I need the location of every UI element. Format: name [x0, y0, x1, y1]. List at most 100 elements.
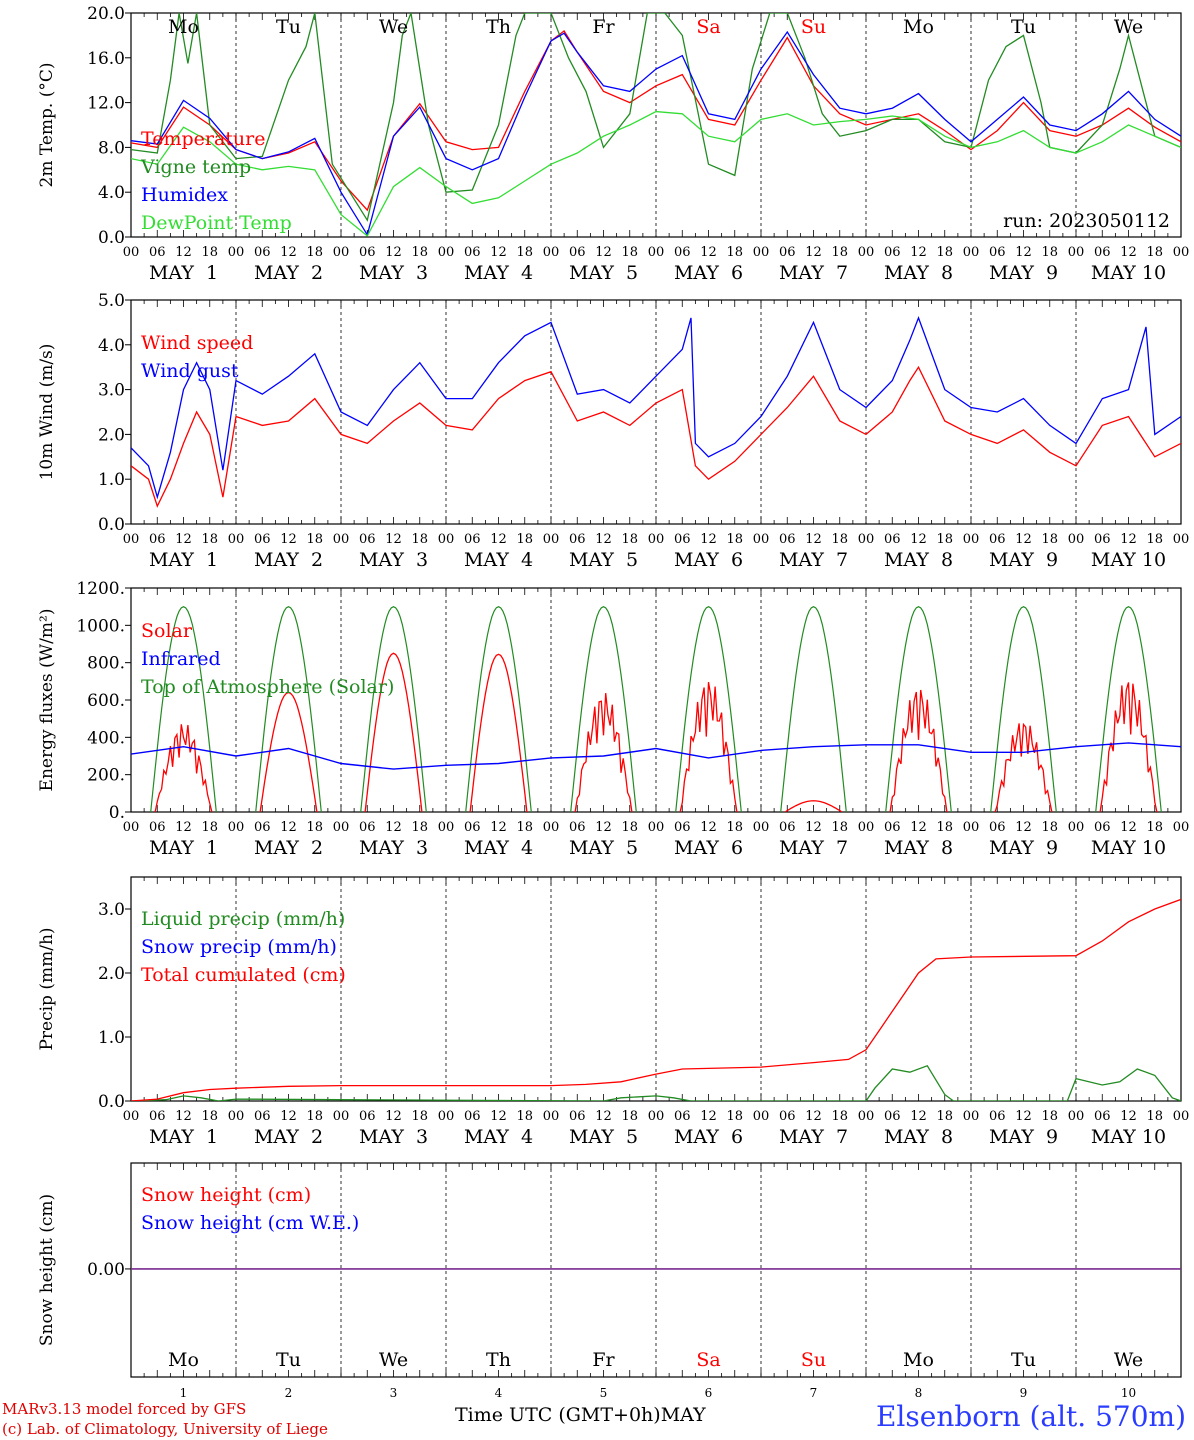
date-label: MAY 6	[674, 262, 743, 284]
toa-solar-line	[885, 606, 952, 812]
y-tick-label: 1.0	[98, 1028, 125, 1048]
solar-line	[259, 691, 318, 812]
hour-tick-label: 18	[516, 245, 533, 260]
date-label: MAY 1	[149, 262, 218, 284]
y-tick-label: 800.	[87, 654, 125, 674]
solar-line	[889, 689, 948, 812]
hour-tick-label: 06	[359, 245, 376, 260]
y-tick-label: 1000.	[76, 616, 125, 636]
y-tick-label: 200.	[87, 766, 125, 786]
toa-solar-line	[1095, 606, 1162, 812]
date-label: MAY 10	[1091, 1126, 1166, 1148]
date-label: MAY 2	[254, 262, 323, 284]
date-label: MAY 5	[569, 837, 638, 859]
solar-line	[1099, 682, 1158, 812]
hour-tick-label: 06	[359, 532, 376, 547]
date-label: MAY 4	[464, 549, 533, 571]
hour-tick-label: 12	[1015, 532, 1032, 547]
weekday-label: Mo	[168, 16, 199, 38]
date-label: MAY 7	[779, 262, 848, 284]
hour-tick-label: 06	[989, 1109, 1006, 1124]
hour-tick-label: 06	[674, 532, 691, 547]
weekday-label: Tu	[1011, 1349, 1036, 1371]
hour-tick-label: 06	[989, 245, 1006, 260]
day-number: 8	[915, 1386, 923, 1400]
day-number: 2	[285, 1386, 293, 1400]
hour-tick-label: 18	[1041, 532, 1058, 547]
hour-tick-label: 12	[910, 245, 927, 260]
date-label: MAY 1	[149, 837, 218, 859]
toa-solar-line	[465, 606, 532, 812]
precip-panel: 0.0 1.0 2.0 3.0 Precip (mm/h) Liquid precip (…	[37, 876, 1189, 1148]
hour-tick-label: 18	[1041, 820, 1058, 835]
day-number: 4	[495, 1386, 503, 1400]
hour-tick-label: 00	[543, 1109, 560, 1124]
hour-tick-label: 12	[385, 1109, 402, 1124]
hour-tick-label: 06	[1094, 1109, 1111, 1124]
y-tick-label: 2.0	[98, 964, 125, 984]
hour-tick-label: 18	[411, 532, 428, 547]
hour-tick-label: 00	[1068, 532, 1085, 547]
hour-tick-label: 12	[490, 1109, 507, 1124]
total-cumulated-cm-line	[131, 898, 1181, 1101]
hour-tick-label: 00	[333, 532, 350, 547]
date-label: MAY 10	[1091, 837, 1166, 859]
hour-tick-label: 06	[149, 1109, 166, 1124]
hour-tick-label: 18	[831, 820, 848, 835]
hour-tick-label: 00	[753, 245, 770, 260]
hour-tick-label: 12	[700, 1109, 717, 1124]
hour-tick-label: 00	[333, 820, 350, 835]
toa-solar-line	[990, 606, 1057, 812]
hour-tick-label: 18	[831, 532, 848, 547]
date-label: MAY 3	[359, 549, 428, 571]
y-axis-label: Energy fluxes (W/m²)	[37, 609, 57, 792]
hour-tick-label: 06	[1094, 820, 1111, 835]
hour-tick-label: 00	[1068, 1109, 1085, 1124]
day-number: 1	[180, 1386, 188, 1400]
date-label: MAY 3	[359, 262, 428, 284]
hour-tick-label: 06	[254, 532, 271, 547]
hour-tick-label: 18	[306, 820, 323, 835]
day-number: 9	[1020, 1386, 1028, 1400]
legend-entry: Total cumulated (cm)	[141, 964, 346, 986]
precip-series	[131, 898, 1181, 1101]
hour-tick-label: 18	[201, 820, 218, 835]
y-axis-label: Precip (mm/h)	[37, 927, 57, 1050]
day-number: 3	[390, 1386, 398, 1400]
hour-tick-label: 00	[1068, 820, 1085, 835]
weekday-label: Tu	[276, 1349, 301, 1371]
toa-solar-line	[150, 606, 217, 812]
hour-tick-label: 12	[910, 1109, 927, 1124]
hour-tick-label: 06	[884, 820, 901, 835]
hour-tick-label: 06	[569, 245, 586, 260]
hour-tick-label: 18	[621, 245, 638, 260]
legend-entry: Humidex	[141, 184, 228, 206]
hour-tick-label: 12	[385, 532, 402, 547]
weekday-label: We	[1114, 16, 1143, 38]
toa-solar-line	[570, 606, 637, 812]
y-tick-label: 0.	[109, 803, 125, 823]
hour-tick-label: 18	[1146, 245, 1163, 260]
weekday-label: Fr	[592, 16, 615, 38]
legend-entry: Top of Atmosphere (Solar)	[141, 676, 394, 698]
day-number: 5	[600, 1386, 608, 1400]
hour-tick-label: 00	[228, 1109, 245, 1124]
hour-tick-label: 00	[648, 532, 665, 547]
weekday-label: Th	[486, 1349, 511, 1371]
date-label: MAY 9	[989, 262, 1058, 284]
radiation-series	[131, 606, 1181, 812]
hour-tick-label: 12	[1015, 820, 1032, 835]
hour-tick-label: 18	[306, 532, 323, 547]
hour-tick-label: 18	[936, 245, 953, 260]
hour-tick-label: 12	[175, 532, 192, 547]
hour-tick-label: 12	[1120, 245, 1137, 260]
hour-tick-label: 18	[1146, 532, 1163, 547]
radiation-frame	[130, 587, 1182, 813]
weekday-label: We	[1114, 1349, 1143, 1371]
solar-line	[784, 800, 843, 812]
wind-gustline	[131, 316, 1181, 500]
hour-tick-label: 06	[674, 1109, 691, 1124]
date-label: MAY 4	[464, 837, 533, 859]
wind-panel: 0.0 1.0 2.0 3.0 4.0 5.0 10m Wind (m/s) Wind spe…	[37, 291, 1189, 571]
legend-entry: Solar	[141, 620, 193, 642]
